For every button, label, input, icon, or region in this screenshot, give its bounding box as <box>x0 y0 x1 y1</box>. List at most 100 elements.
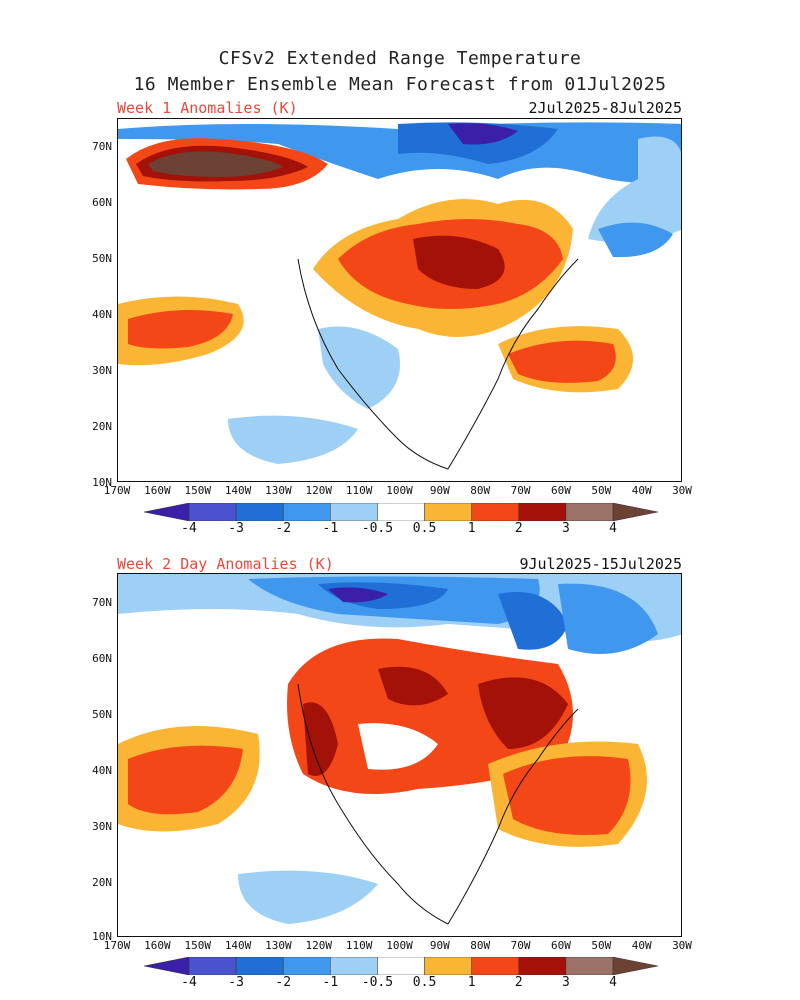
p1-lat-60n: 60N <box>92 196 112 209</box>
p1-lon-label-90w: 90W <box>429 484 450 497</box>
p2-lon-label-70w: 70W <box>510 939 531 952</box>
week1-na-core <box>413 235 505 289</box>
p1-lon-label-100w: 100W <box>386 484 413 497</box>
p2-lon-label-50w: 50W <box>591 939 612 952</box>
p2-colorbar-swatch-5 <box>377 957 425 975</box>
panel1-label: Week 1 Anomalies (K) <box>117 99 298 117</box>
p1-colorbar-swatch-10 <box>612 503 658 521</box>
p1-colorbar-label: -0.5 <box>361 521 394 536</box>
p2-lon-label-60w: 60W <box>550 939 571 952</box>
p2-colorbar-swatch-6 <box>424 957 472 975</box>
p1-lon-label-160w: 160W <box>144 484 171 497</box>
p1-lon-label-50w: 50W <box>591 484 612 497</box>
p1-lon-label-70w: 70W <box>510 484 531 497</box>
week1-east-cool <box>588 136 681 243</box>
week1-east-coastline <box>447 258 579 470</box>
p2-colorbar-swatch-2 <box>235 957 284 975</box>
p1-colorbar-swatch-6 <box>424 503 472 521</box>
week1-map-svg <box>118 122 681 470</box>
p2-lon-label-160w: 160W <box>144 939 171 952</box>
p2-lon-label-120w: 120W <box>305 939 333 952</box>
p1-lon-label-30w: 30W <box>672 484 692 497</box>
week2-west-core <box>303 702 338 776</box>
p1-lat-40n: 40N <box>92 308 112 321</box>
week2-pacific-hot <box>128 745 243 815</box>
p1-lat-30n: 30N <box>92 364 112 377</box>
week2-ne-core <box>478 677 568 749</box>
p1-colorbar-label: 2 <box>514 521 523 536</box>
p1-colorbar-swatch-2 <box>235 503 284 521</box>
p1-colorbar-swatch-8 <box>518 503 567 521</box>
p1-lon-label-110w: 110W <box>345 484 373 497</box>
p2-colorbar-swatch-4 <box>330 957 378 975</box>
p1-lat-50n: 50N <box>92 252 112 265</box>
p2-colorbar-swatch-1 <box>188 957 237 975</box>
p1-lon-label-60w: 60W <box>550 484 571 497</box>
p1-colorbar-label: -4 <box>181 521 197 536</box>
p2-colorbar-label: -2 <box>275 975 292 990</box>
week2-atlantic-hot <box>503 756 631 835</box>
week2-cold-center <box>328 587 388 603</box>
p2-lon-label-90w: 90W <box>429 939 450 952</box>
p2-lat-60n: 60N <box>92 652 112 665</box>
p2-lat-10n: 10N <box>92 930 112 943</box>
p2-lat-70n: 70N <box>92 596 112 609</box>
week2-tropical-cool <box>238 870 378 924</box>
week1-pacific-hot <box>128 310 233 349</box>
p2-lat-30n: 30N <box>92 820 112 833</box>
week2-east-coastline <box>447 708 579 925</box>
p2-colorbar-label: 3 <box>561 975 570 990</box>
p1-colorbar <box>144 503 658 521</box>
p2-lon-label-140w: 140W <box>224 939 252 952</box>
week1-tropical-cool <box>228 415 358 464</box>
p2-colorbar-swatch-3 <box>282 957 331 975</box>
p2-colorbar-swatch-0 <box>144 957 190 975</box>
p2-colorbar-swatch-10 <box>612 957 658 975</box>
p1-colorbar-label: 3 <box>561 521 570 536</box>
p1-colorbar-label: -1 <box>322 521 339 536</box>
week1-coastline <box>297 258 449 470</box>
p2-colorbar-swatch-8 <box>518 957 567 975</box>
p2-colorbar-label: -0.5 <box>361 975 394 990</box>
p2-lon-label-150w: 150W <box>184 939 211 952</box>
p1-lon-label-140w: 140W <box>224 484 252 497</box>
p1-colorbar-swatch-5 <box>377 503 425 521</box>
p2-lat-40n: 40N <box>92 764 112 777</box>
p2-colorbar-label: -1 <box>322 975 339 990</box>
p2-colorbar <box>144 957 658 975</box>
p1-colorbar-label: 0.5 <box>412 521 437 536</box>
p1-colorbar-swatch-9 <box>565 503 614 521</box>
p1-colorbar-label: -2 <box>275 521 292 536</box>
p1-lon-label-40w: 40W <box>631 484 652 497</box>
p1-lon-label-80w: 80W <box>470 484 491 497</box>
p1-colorbar-swatch-0 <box>144 503 190 521</box>
p1-lat-10n: 10N <box>92 476 112 489</box>
chart-title-line2: 16 Member Ensemble Mean Forecast from 01… <box>133 74 667 95</box>
p2-colorbar-label: 2 <box>514 975 523 990</box>
p1-colorbar-label: 1 <box>467 521 476 536</box>
p2-colorbar-label: -4 <box>181 975 197 990</box>
p1-colorbar-swatch-7 <box>471 503 520 521</box>
p1-colorbar-swatch-4 <box>330 503 378 521</box>
p2-colorbar-label: 4 <box>609 975 617 990</box>
p2-colorbar-label: 0.5 <box>412 975 437 990</box>
p1-lat-20n: 20N <box>92 420 112 433</box>
p1-lon-label-120w: 120W <box>305 484 333 497</box>
p1-colorbar-label: -3 <box>228 521 244 536</box>
p2-lon-label-100w: 100W <box>386 939 413 952</box>
week1-cold-center <box>448 123 518 145</box>
p1-colorbar-swatch-1 <box>188 503 237 521</box>
panel2-label: Week 2 Day Anomalies (K) <box>117 555 334 573</box>
p1-colorbar-swatch-3 <box>282 503 331 521</box>
week2-na-hot <box>287 638 573 794</box>
week1-sw-cool <box>318 326 400 409</box>
p1-lat-70n: 70N <box>92 140 112 153</box>
p2-lon-label-30w: 30W <box>672 939 692 952</box>
p2-colorbar-label: -3 <box>228 975 244 990</box>
chart-title-line1: CFSv2 Extended Range Temperature <box>218 48 582 69</box>
p2-lat-20n: 20N <box>92 876 112 889</box>
p1-lon-label-130w: 130W <box>265 484 292 497</box>
week1-alaska-extreme <box>148 151 283 177</box>
p1-lon-label-170w: 170W <box>103 484 131 497</box>
p2-lon-label-130w: 130W <box>265 939 292 952</box>
